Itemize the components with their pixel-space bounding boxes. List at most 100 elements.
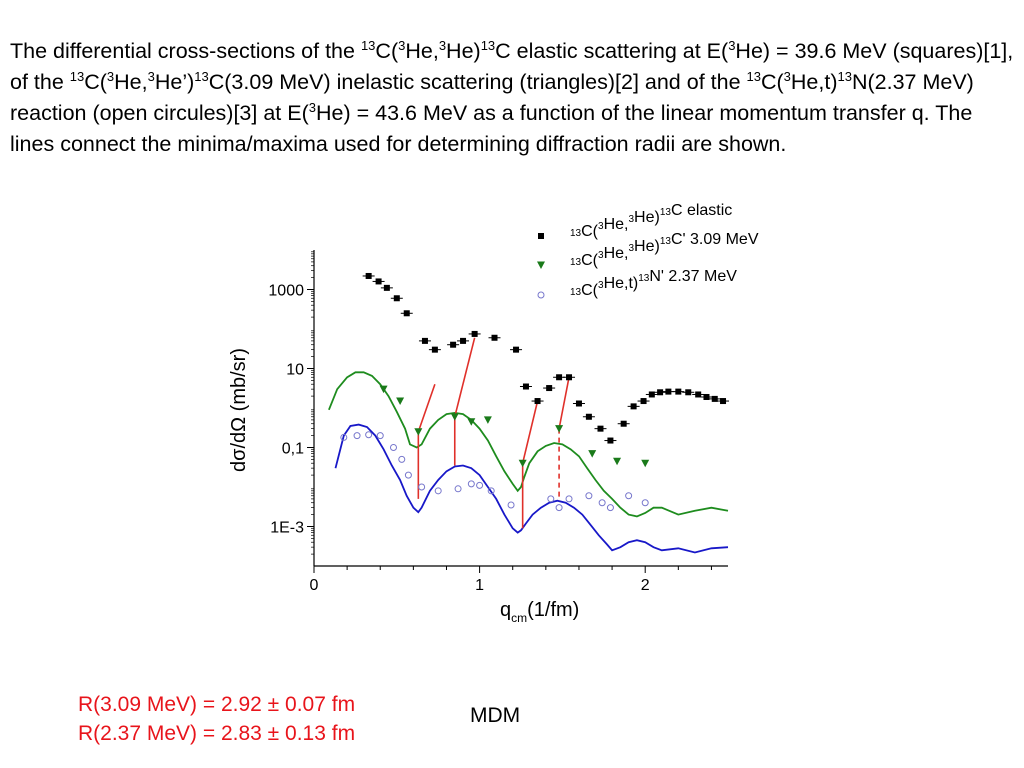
legend-text-part: 3 — [598, 250, 604, 261]
result-2-37: R(2.37 MeV) = 2.83 ± 0.13 fm — [78, 722, 356, 745]
inelastic-point — [483, 416, 492, 424]
connector-lines — [417, 337, 570, 529]
elastic-point — [365, 272, 372, 279]
legend-marker-elastic-point — [538, 233, 544, 239]
reaction-point — [565, 495, 573, 503]
red-connector-line — [521, 400, 539, 464]
reaction-point — [365, 431, 373, 439]
reaction-point — [487, 487, 495, 495]
reaction-point — [389, 444, 397, 451]
elastic-point — [720, 398, 727, 405]
reaction-point — [476, 481, 484, 489]
legend-text-part: C( — [581, 282, 599, 299]
elastic-point — [620, 420, 627, 427]
legend-text-part: C( — [581, 252, 599, 269]
inelastic-point — [518, 459, 527, 468]
mdm-label: MDM — [470, 704, 521, 727]
elastic-point — [566, 374, 573, 381]
y-tick-label: 1000 — [268, 283, 304, 300]
elastic-point — [675, 388, 682, 395]
elastic-point — [491, 334, 498, 341]
reaction-point — [404, 471, 412, 479]
legend-text-part: 13 — [638, 273, 650, 284]
blue-model-curve — [334, 423, 729, 554]
legend-text-part: 13 — [570, 257, 582, 268]
reaction-point — [641, 499, 649, 507]
elastic-point — [513, 346, 520, 353]
elastic-point — [383, 284, 390, 291]
legend-text-part: C elastic — [671, 202, 732, 219]
elastic-point — [421, 337, 428, 344]
elastic-point — [665, 388, 672, 395]
elastic-point — [630, 403, 637, 410]
inelastic-point — [467, 418, 476, 426]
legend-text-part: 13 — [570, 287, 582, 298]
elastic-point — [450, 341, 457, 348]
elastic-point — [607, 437, 614, 444]
radius-results: R(3.09 MeV) = 2.92 ± 0.07 fm R(2.37 MeV)… — [78, 690, 355, 748]
elastic-point — [460, 337, 467, 344]
elastic-point — [703, 393, 710, 400]
elastic-point — [648, 391, 655, 398]
result-3-09: R(3.09 MeV) = 2.92 ± 0.07 fm — [78, 693, 356, 716]
elastic-point — [546, 385, 553, 392]
inelastic-point — [396, 397, 405, 406]
legend-marker-reaction-point — [537, 291, 545, 299]
chart-axes: 0 1 2 1E-3 0,1 10 1000 — [268, 250, 728, 594]
y-tick-label: 1E-3 — [270, 520, 304, 537]
elastic-point — [431, 346, 438, 353]
inelastic-point — [641, 459, 650, 468]
x-axis-label: qcm(1/fm) — [500, 599, 579, 625]
legend-text-part: 3 — [628, 243, 634, 254]
elastic-point — [711, 395, 718, 402]
legend-entry: 13C(3He,t)13N' 2.37 MeV — [570, 268, 737, 299]
reaction-point — [507, 501, 515, 509]
legend-text-part: 13 — [660, 236, 672, 247]
legend-entry: 13C(3He,3He)13C elastic — [570, 202, 732, 240]
reaction-point — [555, 504, 563, 512]
figure-caption: The differential cross-sections of the 1… — [10, 38, 1014, 156]
inelastic-point — [613, 457, 622, 466]
legend-text-part: N' 2.37 MeV — [649, 268, 737, 285]
reaction-point — [418, 483, 426, 491]
inelastic-point — [414, 428, 423, 436]
x-tick-label: 1 — [475, 577, 484, 594]
legend-text-part: C( — [581, 223, 599, 240]
x-tick-label: 0 — [310, 577, 319, 594]
elastic-point — [375, 278, 382, 285]
legend-text-part: He, — [604, 245, 629, 262]
elastic-point — [685, 389, 692, 396]
inelastic-point — [450, 413, 459, 421]
elastic-point — [471, 330, 478, 337]
data-points — [340, 272, 730, 512]
legend-text-part: He,t) — [604, 275, 639, 292]
legend-text-part: 3 — [598, 221, 604, 232]
model-curves — [328, 371, 729, 554]
elastic-point — [393, 295, 400, 302]
reaction-point — [606, 504, 614, 512]
legend-text-part: 3 — [628, 214, 634, 225]
reaction-point — [398, 455, 406, 463]
elastic-point — [556, 374, 563, 381]
legend-text-part: C' 3.09 MeV — [671, 231, 759, 248]
reaction-point — [598, 499, 606, 507]
red-connector-line — [417, 383, 436, 433]
red-connector-line — [558, 377, 570, 429]
reaction-point — [353, 432, 361, 440]
legend-text-part: He) — [634, 209, 660, 226]
legend-text-part: 3 — [598, 280, 604, 291]
reaction-point — [434, 487, 442, 495]
elastic-point — [585, 413, 592, 420]
reaction-point — [376, 432, 384, 440]
elastic-point — [575, 400, 582, 407]
y-tick-label: 10 — [286, 362, 304, 379]
green-model-curve — [328, 371, 729, 518]
elastic-point — [640, 398, 647, 405]
x-tick-label: 2 — [641, 577, 650, 594]
elastic-point — [522, 383, 529, 390]
inelastic-point — [379, 385, 388, 394]
legend-entry: 13C(3He,3He)13C' 3.09 MeV — [570, 231, 759, 269]
inelastic-point — [555, 425, 564, 433]
red-connector-line — [453, 337, 476, 417]
